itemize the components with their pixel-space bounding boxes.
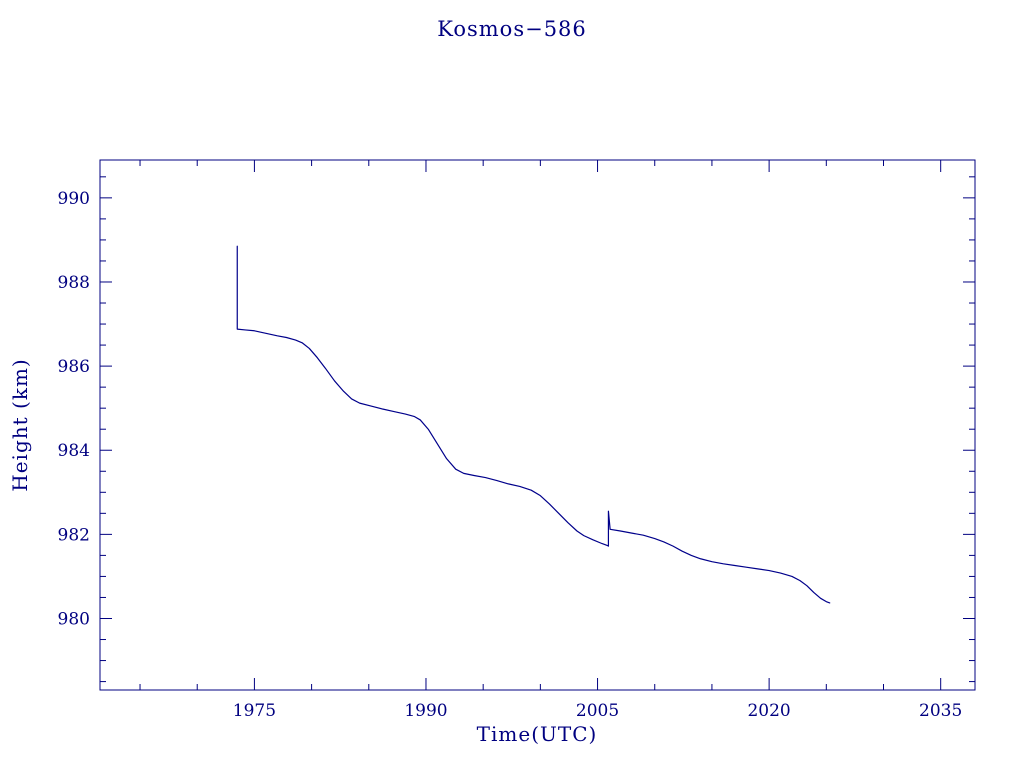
y-tick-label: 988	[58, 273, 90, 293]
x-axis-label: Time(UTC)	[476, 722, 598, 746]
x-tick-label: 2005	[576, 701, 619, 721]
y-tick-label: 990	[58, 189, 90, 209]
y-tick-label: 984	[58, 441, 90, 461]
y-tick-label: 986	[58, 357, 90, 377]
x-tick-label: 1975	[233, 701, 276, 721]
data-line-orbital-height	[236, 245, 831, 604]
plot-frame	[99, 159, 976, 691]
chart-title: Kosmos−586	[437, 17, 587, 41]
y-tick-label: 982	[58, 525, 90, 545]
x-tick-label: 2035	[919, 701, 962, 721]
y-tick-label: 980	[58, 609, 90, 629]
x-tick-label: 2020	[747, 701, 790, 721]
x-tick-label: 1990	[404, 701, 447, 721]
